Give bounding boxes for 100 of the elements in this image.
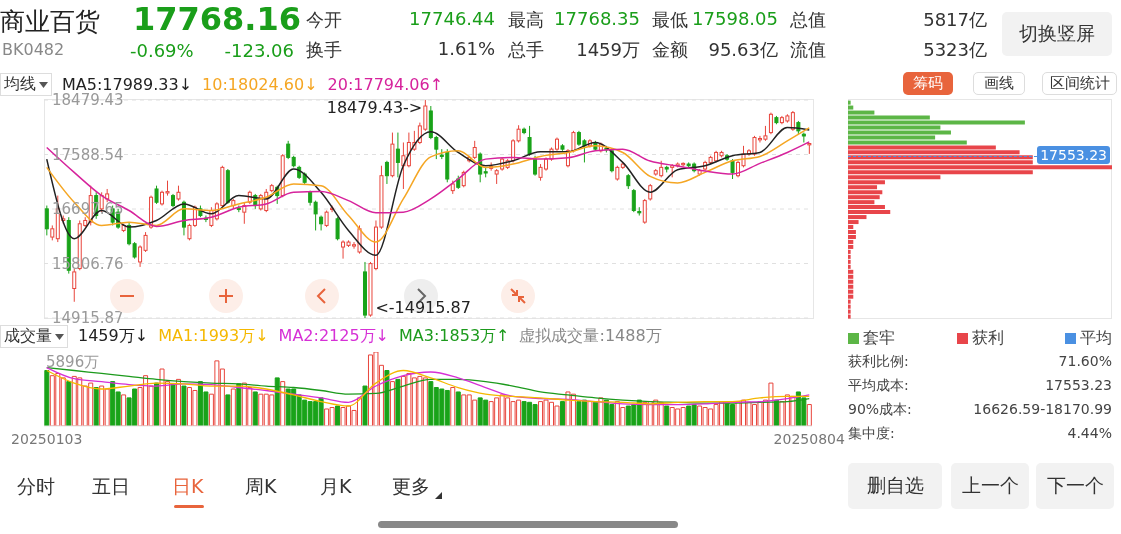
text: 总值 [790, 8, 826, 32]
candlestick [768, 112, 773, 135]
text: 95.63亿 [708, 38, 778, 62]
text: 更多 [392, 474, 430, 499]
candlestick [44, 205, 49, 236]
candlestick [642, 198, 647, 225]
bar [66, 381, 72, 426]
text: 1459万↓ [78, 326, 149, 347]
y-tick-label: 14915.87 [52, 309, 124, 328]
text: 周K [245, 474, 277, 499]
text: 月K [320, 474, 352, 499]
bar [389, 381, 395, 426]
text: 5817亿 [923, 8, 987, 32]
text: 金额 [652, 38, 688, 62]
text: MA2:2125万↓ [278, 326, 390, 347]
bar [455, 391, 461, 426]
candlestick [319, 215, 324, 231]
text: MA5:17989.33↓ [62, 75, 193, 94]
text: 1459万 [576, 38, 640, 62]
candlestick [533, 155, 538, 177]
text: 区间统计 [1049, 74, 1110, 93]
candlestick [730, 158, 735, 180]
bar [335, 405, 341, 426]
bar [664, 405, 670, 426]
text: 获利比例: [848, 353, 909, 371]
text: 虚拟成交量:1488万 [519, 326, 662, 347]
bar [170, 383, 176, 426]
text: 90%成本: [848, 401, 912, 419]
candlestick [472, 140, 477, 160]
text: 71.60% [1058, 353, 1112, 371]
text: -0.69% [130, 40, 194, 61]
legend-label: 套牢 [863, 328, 895, 349]
text: MA3:1853万↑ [399, 326, 510, 347]
text: 平均 [1080, 328, 1112, 349]
candlestick [631, 188, 636, 213]
bar [587, 401, 593, 426]
text: 删自选 [866, 473, 924, 498]
bar [848, 120, 1025, 125]
annotation: 5896万 [46, 353, 100, 372]
bar [44, 370, 50, 426]
x-tick-label: 20250103 [11, 430, 83, 447]
annotation: 17553.23 [1037, 146, 1110, 164]
text: MA1:1993万↓ [158, 326, 269, 347]
candlestick [395, 132, 400, 178]
x-tick-label: 20250804 [773, 430, 845, 447]
bar [806, 404, 812, 426]
text: 17598.05 [692, 8, 778, 29]
candlestick [72, 268, 77, 303]
legend-title: 均线 [4, 74, 36, 95]
text: 10:18024.60↓ [202, 75, 318, 94]
bar [592, 401, 598, 426]
text: 17553.23 [1045, 377, 1112, 395]
text: 最高 [508, 8, 544, 32]
text: 4.44% [1067, 425, 1112, 443]
text: 17746.44 [409, 8, 495, 29]
text: -123.06 [224, 40, 294, 61]
bar [252, 391, 258, 426]
text: 下一个 [1046, 473, 1104, 498]
text: 16626.59-18170.99 [973, 401, 1112, 419]
text: 分时 [17, 474, 55, 499]
text: 上一个 [961, 473, 1019, 498]
legend-label: 获利 [971, 328, 1004, 349]
bar [559, 401, 565, 426]
text: 集中度: [848, 425, 895, 443]
text: 最低 [652, 8, 688, 32]
candlestick [154, 185, 159, 205]
annotation: <-14915.87 [375, 298, 471, 317]
text: 17768.16 [133, 0, 302, 38]
legend-title: 成交量 [4, 326, 52, 347]
bar [175, 378, 181, 426]
text: 平均成本: [848, 377, 909, 395]
candlestick [801, 132, 806, 143]
candlestick [335, 216, 340, 241]
bar [848, 314, 851, 319]
bar [93, 387, 99, 426]
bar [225, 394, 231, 426]
text: 1.61% [437, 38, 495, 59]
annotation: 18479.43-> [326, 98, 423, 117]
text: 画线 [984, 74, 1014, 93]
text: 流值 [790, 38, 826, 62]
candlestick [527, 125, 532, 157]
text: 今开 [306, 8, 342, 32]
text: 20:17794.06↑ [327, 75, 444, 94]
text: 17768.35 [554, 8, 640, 29]
text: 日K [172, 474, 204, 499]
y-tick-label: 18479.43 [52, 91, 124, 110]
text: 商业百货 [0, 6, 100, 38]
text: 5323亿 [923, 38, 987, 62]
text: 筹码 [913, 74, 943, 93]
line-series [45, 141, 811, 228]
text: 总手 [508, 38, 544, 62]
bar [450, 387, 456, 426]
y-tick-label: 17588.54 [52, 145, 124, 164]
candlestick [286, 140, 291, 160]
text: BK0482 [2, 40, 65, 59]
text: 换手 [306, 38, 342, 62]
bar [181, 385, 187, 426]
bar [230, 388, 236, 426]
text: 切换竖屏 [1019, 21, 1095, 46]
bar [154, 382, 160, 426]
